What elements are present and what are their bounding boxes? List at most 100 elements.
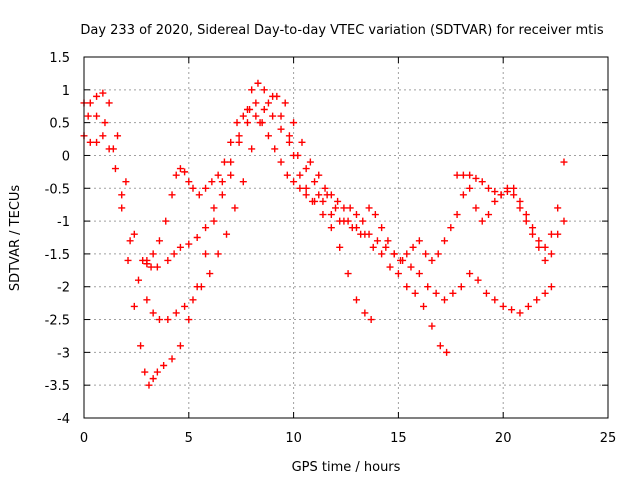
data-point bbox=[344, 270, 352, 278]
grid bbox=[84, 57, 608, 418]
data-point bbox=[149, 309, 157, 317]
data-point bbox=[227, 171, 235, 179]
data-point bbox=[503, 188, 511, 196]
data-point bbox=[510, 184, 518, 192]
data-point bbox=[239, 178, 247, 186]
data-point bbox=[145, 381, 153, 389]
data-point bbox=[535, 237, 543, 245]
y-tick-label: -3.5 bbox=[45, 379, 70, 394]
data-point bbox=[432, 289, 440, 297]
data-point bbox=[202, 184, 210, 192]
data-point bbox=[176, 342, 184, 350]
data-point bbox=[176, 165, 184, 173]
data-point bbox=[252, 99, 260, 107]
data-point bbox=[160, 361, 168, 369]
data-point bbox=[109, 145, 117, 153]
data-point bbox=[560, 217, 568, 225]
data-point bbox=[428, 256, 436, 264]
data-point bbox=[315, 171, 323, 179]
data-point bbox=[206, 270, 214, 278]
chart-title: Day 233 of 2020, Sidereal Day-to-day VTE… bbox=[80, 23, 604, 38]
data-point bbox=[415, 270, 423, 278]
data-point bbox=[510, 191, 518, 199]
x-tick-label: 20 bbox=[495, 431, 512, 446]
data-point bbox=[332, 204, 340, 212]
data-point bbox=[233, 119, 241, 127]
data-point bbox=[260, 106, 268, 114]
data-point bbox=[533, 296, 541, 304]
data-point bbox=[541, 243, 549, 251]
data-point bbox=[176, 243, 184, 251]
data-point bbox=[319, 211, 327, 219]
data-point bbox=[420, 302, 428, 310]
data-point bbox=[352, 296, 360, 304]
data-point bbox=[308, 197, 316, 205]
data-point bbox=[394, 270, 402, 278]
data-point bbox=[243, 119, 251, 127]
data-point bbox=[277, 158, 285, 166]
data-point bbox=[86, 138, 94, 146]
y-tick-label: -2 bbox=[57, 281, 70, 296]
data-point bbox=[137, 342, 145, 350]
data-point bbox=[409, 243, 417, 251]
data-point bbox=[210, 204, 218, 212]
data-point bbox=[371, 211, 379, 219]
data-point bbox=[181, 168, 189, 176]
data-point bbox=[246, 106, 254, 114]
data-point bbox=[118, 191, 126, 199]
data-point bbox=[149, 375, 157, 383]
data-point bbox=[516, 204, 524, 212]
data-point bbox=[269, 112, 277, 120]
data-point bbox=[327, 224, 335, 232]
data-point bbox=[181, 302, 189, 310]
data-point bbox=[93, 92, 101, 100]
data-point bbox=[164, 256, 172, 264]
data-point bbox=[348, 224, 356, 232]
data-point bbox=[428, 322, 436, 330]
data-point bbox=[168, 191, 176, 199]
data-point bbox=[436, 342, 444, 350]
data-point bbox=[214, 171, 222, 179]
data-point bbox=[93, 138, 101, 146]
data-point bbox=[260, 86, 268, 94]
data-point bbox=[434, 250, 442, 258]
y-tick-label: 1 bbox=[62, 84, 70, 99]
data-point bbox=[164, 316, 172, 324]
x-tick-label: 25 bbox=[600, 431, 617, 446]
data-point bbox=[210, 217, 218, 225]
data-point bbox=[415, 237, 423, 245]
data-point bbox=[524, 302, 532, 310]
data-point bbox=[497, 191, 505, 199]
data-point bbox=[208, 178, 216, 186]
y-tick-label: -0.5 bbox=[45, 182, 70, 197]
data-point bbox=[273, 92, 281, 100]
data-point bbox=[248, 86, 256, 94]
data-point bbox=[155, 237, 163, 245]
data-point bbox=[321, 184, 329, 192]
y-tick-label: -1.5 bbox=[45, 248, 70, 263]
data-point bbox=[482, 289, 490, 297]
y-tick-label: -4 bbox=[57, 412, 70, 427]
data-point bbox=[99, 132, 107, 140]
data-point bbox=[172, 309, 180, 317]
data-point bbox=[197, 283, 205, 291]
data-point bbox=[327, 191, 335, 199]
data-point bbox=[554, 230, 562, 238]
data-point bbox=[214, 250, 222, 258]
y-tick-label: 0 bbox=[62, 149, 70, 164]
data-point bbox=[218, 191, 226, 199]
data-point bbox=[277, 125, 285, 133]
data-point bbox=[231, 204, 239, 212]
data-point bbox=[466, 184, 474, 192]
x-axis-label: GPS time / hours bbox=[292, 460, 401, 475]
data-point bbox=[541, 289, 549, 297]
data-point bbox=[227, 158, 235, 166]
data-point bbox=[235, 138, 243, 146]
data-point bbox=[522, 217, 530, 225]
data-point bbox=[170, 250, 178, 258]
data-point bbox=[202, 250, 210, 258]
data-point bbox=[130, 230, 138, 238]
data-point bbox=[185, 240, 193, 248]
data-point bbox=[143, 296, 151, 304]
